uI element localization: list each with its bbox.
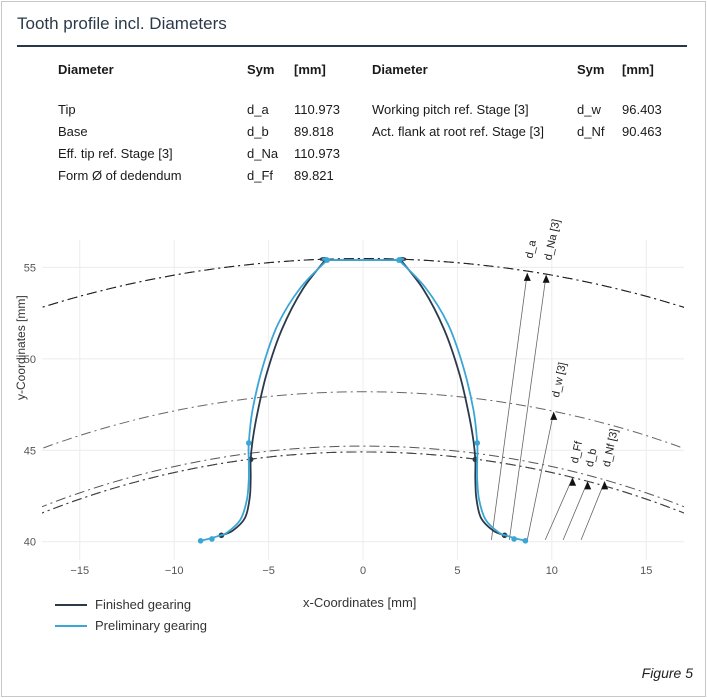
annotation-leader	[544, 477, 573, 541]
row-sym: d_a	[247, 101, 269, 117]
diameter-circle-da	[42, 257, 684, 308]
annotation-label: d_a	[523, 238, 539, 259]
row-sym: d_Na	[247, 145, 279, 161]
annotation-arrowhead	[550, 411, 558, 420]
annotation-arrowhead	[542, 274, 550, 283]
annotation-arrowhead	[584, 481, 592, 490]
y-tick-label: 40	[24, 537, 36, 549]
profile-line-preliminary-gearing	[200, 257, 526, 542]
title-divider	[17, 45, 687, 47]
diameter-table: Diameter Sym [mm] Diameter Sym [mm] Tip …	[52, 58, 678, 186]
row-value: 89.818	[294, 123, 334, 139]
x-tick-label: −15	[70, 565, 89, 577]
legend-swatch-preliminary	[55, 624, 87, 627]
annotation-leader	[562, 481, 589, 541]
x-tick-label: −10	[165, 565, 184, 577]
row-value: 96.403	[622, 101, 662, 117]
y-tick-label: 55	[24, 262, 36, 274]
annotation-label: d_Ff	[569, 439, 586, 464]
legend-label-finished: Finished gearing	[95, 597, 192, 612]
col-header-diameter: Diameter	[58, 62, 114, 77]
y-tick-label: 50	[24, 354, 36, 366]
profile-marker-preliminary-gearing	[197, 538, 204, 544]
row-name: Act. flank at root ref. Stage [3]	[372, 123, 544, 139]
row-name: Eff. tip ref. Stage [3]	[58, 145, 173, 161]
row-sym: d_w	[577, 101, 601, 117]
profile-marker-preliminary-gearing	[209, 536, 215, 542]
row-value: 89.821	[294, 167, 334, 183]
legend-swatch-finished	[55, 603, 87, 606]
annotation-arrowhead	[601, 481, 609, 490]
row-value: 90.463	[622, 123, 662, 139]
profile-marker-preliminary-gearing	[522, 538, 529, 544]
figure-caption: Figure 5	[641, 665, 693, 681]
panel-title: Tooth profile incl. Diameters	[17, 14, 227, 33]
table-header-row: Diameter Sym [mm] Diameter Sym [mm]	[52, 58, 678, 88]
x-axis-label: x-Coordinates [mm]	[303, 595, 417, 610]
row-sym: d_Ff	[247, 167, 274, 183]
profile-marker-preliminary-gearing	[324, 257, 330, 263]
row-value: 110.973	[294, 101, 341, 117]
x-tick-label: −5	[262, 565, 275, 577]
row-name: Tip	[58, 101, 76, 117]
col-header-mm: [mm]	[294, 62, 326, 77]
col-header-diameter-2: Diameter	[372, 62, 428, 77]
profile-marker-preliminary-gearing	[245, 440, 252, 446]
x-tick-label: 10	[546, 565, 558, 577]
diameter-circle-dw	[42, 391, 684, 449]
diameter-circle-db	[42, 451, 684, 514]
y-tick-label: 45	[24, 445, 36, 457]
diameter-circle-dnf	[42, 445, 684, 508]
row-sym: d_Nf	[577, 123, 605, 139]
annotation-leader	[508, 274, 547, 540]
x-tick-label: 15	[640, 565, 652, 577]
annotation-label: d_Na [3]	[542, 218, 562, 261]
profile-marker-preliminary-gearing	[396, 257, 402, 263]
annotation-label: d_w [3]	[550, 361, 569, 398]
row-value: 110.973	[294, 145, 341, 161]
table-row: Base d_b 89.818 Act. flank at root ref. …	[52, 120, 678, 142]
annotation-arrowhead	[523, 272, 531, 281]
legend-item-preliminary[interactable]: Preliminary gearing	[55, 615, 207, 636]
legend-label-preliminary: Preliminary gearing	[95, 618, 207, 633]
y-axis-label: y-Coordinates [mm]	[14, 295, 28, 400]
profile-marker-preliminary-gearing	[511, 536, 517, 542]
chart-legend: Finished gearing Preliminary gearing	[55, 594, 207, 636]
table-row: Form Ø of dedendum d_Ff 89.821	[52, 164, 678, 186]
table-row: Eff. tip ref. Stage [3] d_Na 110.973	[52, 142, 678, 164]
table-row: Tip d_a 110.973 Working pitch ref. Stage…	[52, 98, 678, 120]
legend-item-finished[interactable]: Finished gearing	[55, 594, 207, 615]
row-sym: d_b	[247, 123, 269, 139]
annotation-leader	[491, 272, 528, 540]
annotation-label: d_Nf [3]	[601, 428, 621, 468]
annotation-leader	[580, 481, 606, 541]
profile-marker-preliminary-gearing	[474, 440, 481, 446]
col-header-sym: Sym	[247, 62, 275, 77]
col-header-sym-2: Sym	[577, 62, 605, 77]
x-tick-label: 5	[454, 565, 460, 577]
row-name: Working pitch ref. Stage [3]	[372, 101, 529, 117]
diameter-circle-dna	[42, 257, 684, 308]
x-tick-label: 0	[360, 565, 366, 577]
row-name: Base	[58, 123, 88, 139]
annotation-label: d_b	[584, 448, 600, 468]
annotation-arrowhead	[569, 477, 577, 486]
row-name: Form Ø of dedendum	[58, 167, 182, 183]
annotation-leader	[526, 411, 555, 540]
col-header-mm-2: [mm]	[622, 62, 654, 77]
